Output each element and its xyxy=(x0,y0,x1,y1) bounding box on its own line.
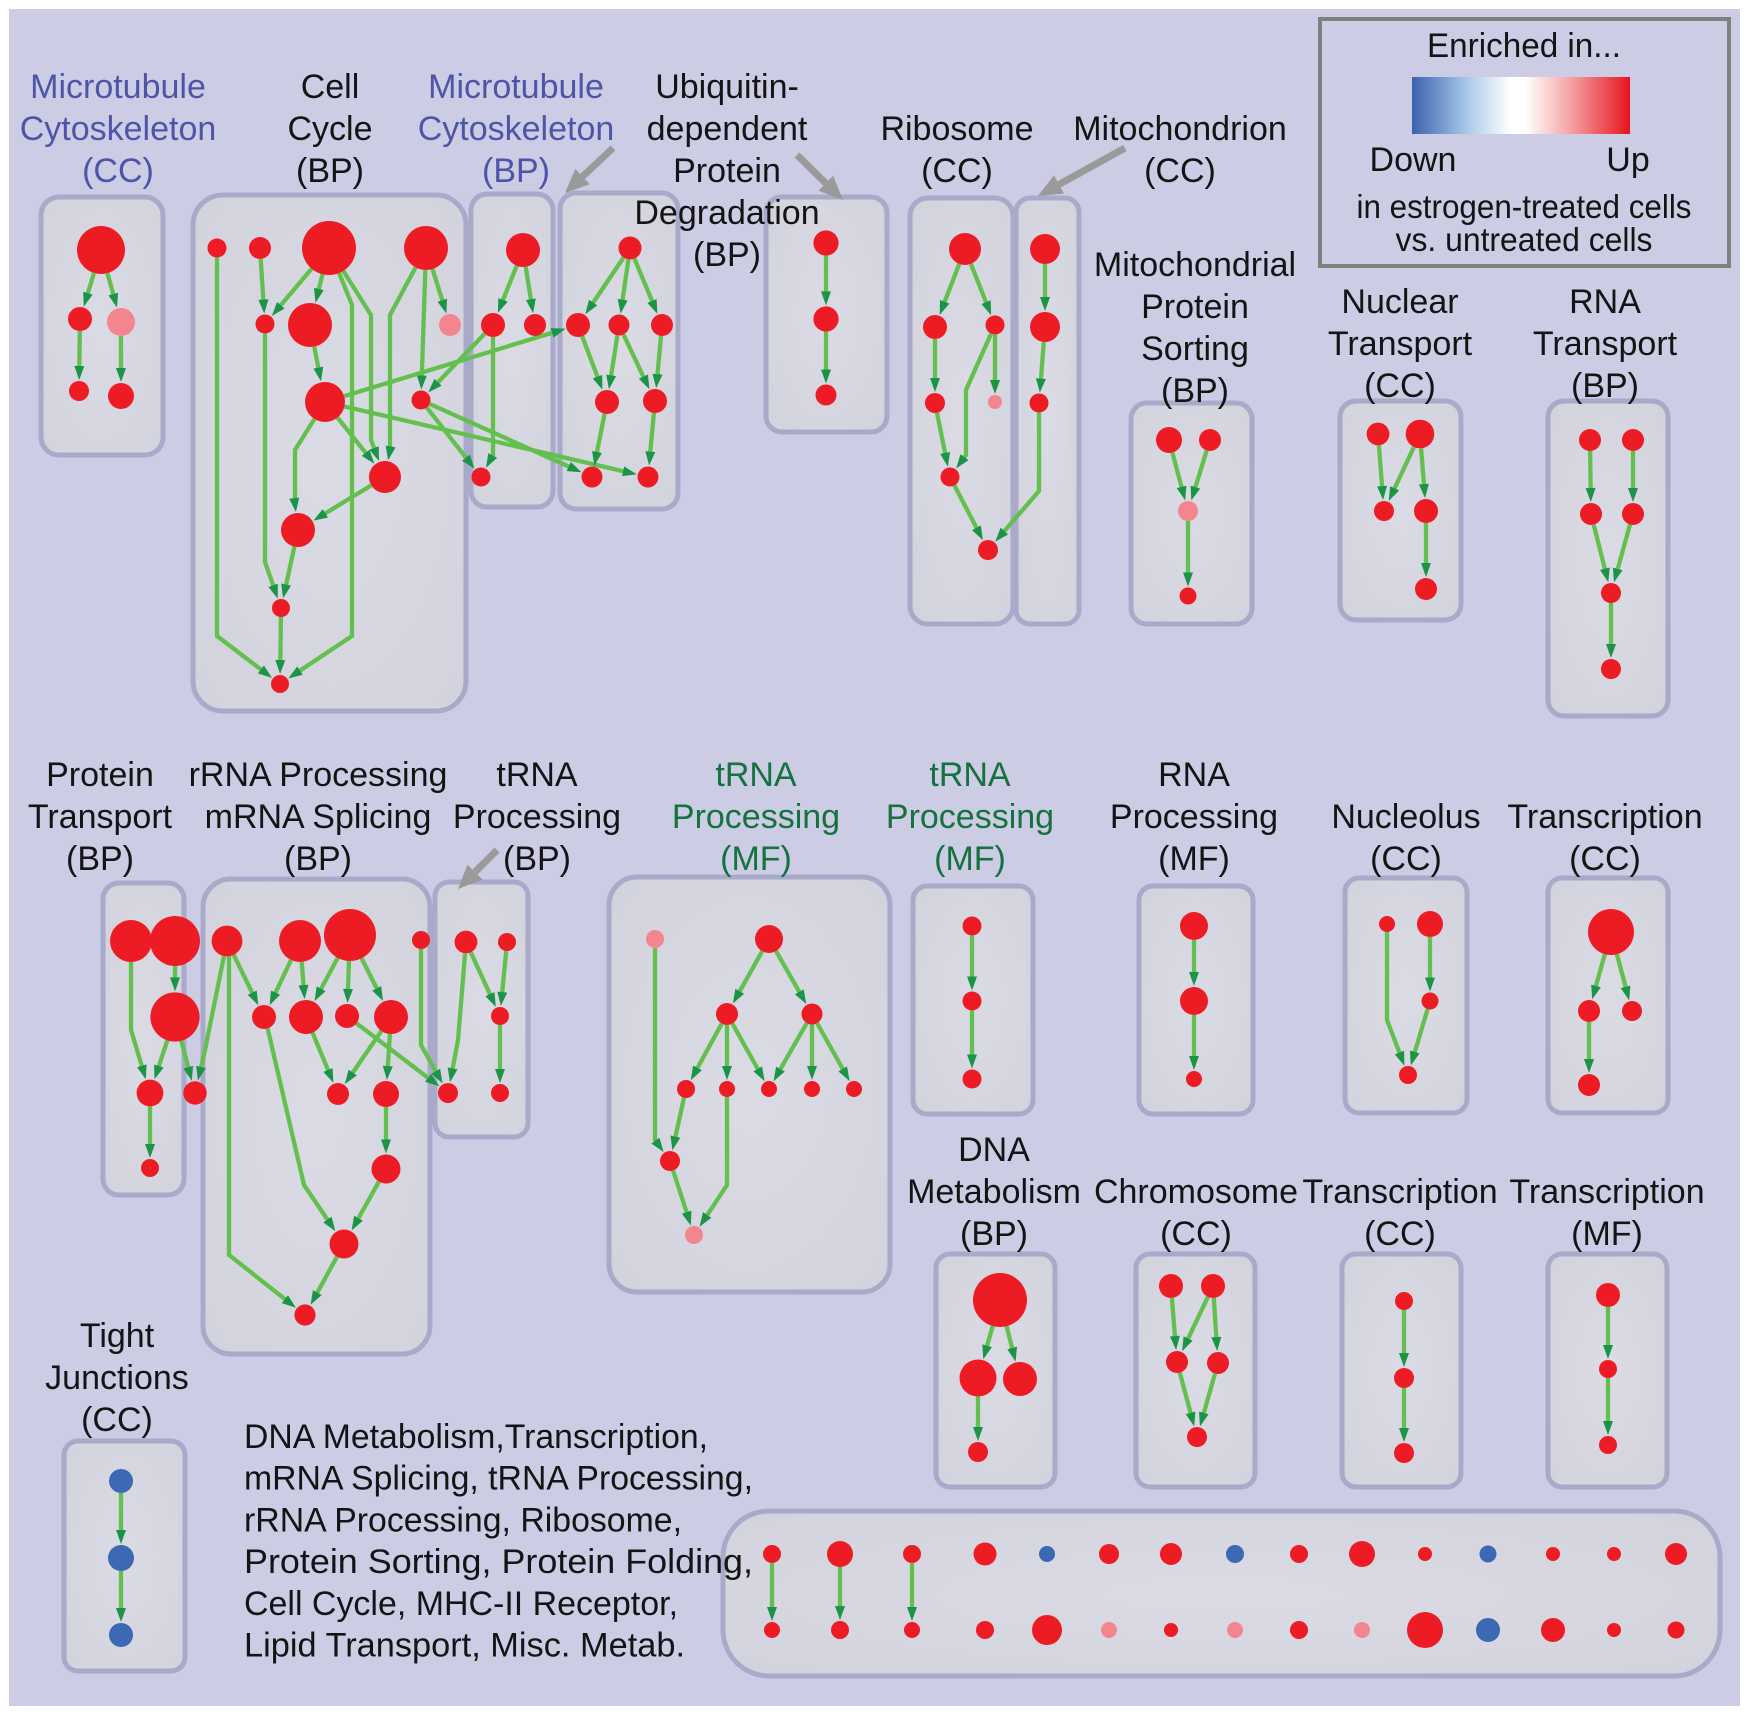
svg-text:RNA: RNA xyxy=(1158,756,1230,794)
svg-text:(BP): (BP) xyxy=(296,152,364,190)
svg-text:Protein: Protein xyxy=(1141,288,1249,326)
svg-text:(MF): (MF) xyxy=(1571,1215,1643,1253)
svg-text:Ribosome: Ribosome xyxy=(880,110,1033,148)
svg-text:Microtubule: Microtubule xyxy=(428,68,604,106)
svg-text:Transcription: Transcription xyxy=(1507,798,1702,836)
svg-text:Protein: Protein xyxy=(46,756,154,794)
svg-text:mRNA Splicing, tRNA Processing: mRNA Splicing, tRNA Processing, xyxy=(244,1460,753,1498)
svg-text:Lipid Transport, Misc. Metab.: Lipid Transport, Misc. Metab. xyxy=(244,1627,685,1665)
svg-text:(BP): (BP) xyxy=(284,840,352,878)
svg-text:vs. untreated cells: vs. untreated cells xyxy=(1396,221,1653,258)
svg-text:(BP): (BP) xyxy=(482,152,550,190)
svg-text:Processing: Processing xyxy=(886,798,1054,836)
svg-text:Transcription: Transcription xyxy=(1302,1173,1497,1211)
svg-text:(CC): (CC) xyxy=(1364,367,1436,405)
svg-text:(BP): (BP) xyxy=(66,840,134,878)
svg-text:(CC): (CC) xyxy=(1370,840,1442,878)
svg-text:(MF): (MF) xyxy=(1158,840,1230,878)
svg-text:Processing: Processing xyxy=(1110,798,1278,836)
svg-text:(CC): (CC) xyxy=(1160,1215,1232,1253)
svg-text:Microtubule: Microtubule xyxy=(30,68,206,106)
svg-text:tRNA: tRNA xyxy=(715,756,797,794)
svg-text:tRNA: tRNA xyxy=(496,756,578,794)
svg-text:Down: Down xyxy=(1370,141,1457,179)
svg-text:in estrogen-treated cells: in estrogen-treated cells xyxy=(1357,188,1692,225)
svg-text:Nuclear: Nuclear xyxy=(1341,283,1458,321)
svg-text:Processing: Processing xyxy=(672,798,840,836)
svg-text:(BP): (BP) xyxy=(1571,367,1639,405)
svg-text:(CC): (CC) xyxy=(921,152,993,190)
svg-text:Mitochondrion: Mitochondrion xyxy=(1073,110,1287,148)
svg-text:dependent: dependent xyxy=(647,110,808,148)
svg-text:(BP): (BP) xyxy=(693,236,761,274)
svg-text:(CC): (CC) xyxy=(82,152,154,190)
svg-text:rRNA Processing: rRNA Processing xyxy=(189,756,448,794)
svg-text:(BP): (BP) xyxy=(960,1215,1028,1253)
svg-text:tRNA: tRNA xyxy=(929,756,1011,794)
svg-text:Mitochondrial: Mitochondrial xyxy=(1094,246,1296,284)
svg-text:DNA: DNA xyxy=(958,1131,1030,1169)
svg-text:Transcription: Transcription xyxy=(1509,1173,1704,1211)
svg-text:Transport: Transport xyxy=(1328,325,1473,363)
svg-text:Cell: Cell xyxy=(301,68,360,106)
svg-text:Protein: Protein xyxy=(673,152,781,190)
svg-text:Up: Up xyxy=(1606,141,1649,179)
svg-text:Transport: Transport xyxy=(28,798,173,836)
svg-text:RNA: RNA xyxy=(1569,283,1641,321)
svg-text:(CC): (CC) xyxy=(1364,1215,1436,1253)
svg-text:(MF): (MF) xyxy=(720,840,792,878)
svg-text:(BP): (BP) xyxy=(1161,372,1229,410)
svg-text:Metabolism: Metabolism xyxy=(907,1173,1081,1211)
svg-text:(CC): (CC) xyxy=(1144,152,1216,190)
svg-text:rRNA Processing, Ribosome,: rRNA Processing, Ribosome, xyxy=(244,1501,682,1539)
svg-text:Enriched in...: Enriched in... xyxy=(1427,27,1621,65)
svg-text:Cytoskeleton: Cytoskeleton xyxy=(20,110,217,148)
svg-text:Degradation: Degradation xyxy=(634,194,819,232)
svg-text:Nucleolus: Nucleolus xyxy=(1331,798,1480,836)
svg-text:(CC): (CC) xyxy=(1569,840,1641,878)
svg-text:Chromosome: Chromosome xyxy=(1094,1173,1298,1211)
svg-text:Cell Cycle, MHC-II Receptor,: Cell Cycle, MHC-II Receptor, xyxy=(244,1585,678,1623)
svg-text:mRNA Splicing: mRNA Splicing xyxy=(205,798,432,836)
svg-text:Ubiquitin-: Ubiquitin- xyxy=(655,68,799,106)
svg-text:(BP): (BP) xyxy=(503,840,571,878)
svg-text:Sorting: Sorting xyxy=(1141,330,1249,368)
svg-text:Protein Sorting, Protein Foldi: Protein Sorting, Protein Folding, xyxy=(244,1543,753,1581)
svg-text:Processing: Processing xyxy=(453,798,621,836)
svg-text:(MF): (MF) xyxy=(934,840,1006,878)
svg-text:Junctions: Junctions xyxy=(45,1359,189,1397)
svg-text:DNA Metabolism,Transcription,: DNA Metabolism,Transcription, xyxy=(244,1418,708,1456)
svg-text:Tight: Tight xyxy=(80,1317,155,1355)
svg-text:Cytoskeleton: Cytoskeleton xyxy=(418,110,615,148)
svg-text:(CC): (CC) xyxy=(81,1401,153,1439)
svg-text:Transport: Transport xyxy=(1533,325,1678,363)
svg-text:Cycle: Cycle xyxy=(287,110,372,148)
